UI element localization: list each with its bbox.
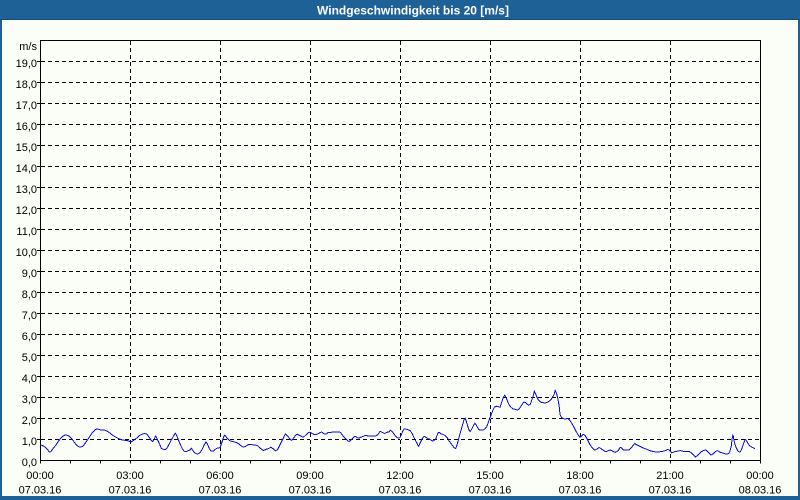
svg-text:m/s: m/s (19, 41, 37, 53)
svg-text:00:00: 00:00 (26, 470, 54, 482)
svg-text:07.03.16: 07.03.16 (469, 485, 512, 497)
svg-text:06:00: 06:00 (206, 470, 234, 482)
svg-text:18:00: 18:00 (566, 470, 594, 482)
svg-text:10,0: 10,0 (16, 247, 37, 259)
svg-text:3,0: 3,0 (22, 394, 37, 406)
svg-text:07.03.16: 07.03.16 (559, 485, 602, 497)
svg-text:07.03.16: 07.03.16 (109, 485, 152, 497)
svg-text:07.03.16: 07.03.16 (199, 485, 242, 497)
svg-text:6,0: 6,0 (22, 331, 37, 343)
svg-text:08.03.16: 08.03.16 (739, 485, 782, 497)
svg-text:07.03.16: 07.03.16 (379, 485, 422, 497)
svg-text:12:00: 12:00 (386, 470, 414, 482)
svg-text:21:00: 21:00 (656, 470, 684, 482)
svg-text:5,0: 5,0 (22, 352, 37, 364)
svg-text:07.03.16: 07.03.16 (289, 485, 332, 497)
svg-text:16,0: 16,0 (16, 121, 37, 133)
svg-text:13,0: 13,0 (16, 184, 37, 196)
svg-text:07.03.16: 07.03.16 (19, 485, 62, 497)
svg-text:Windgeschwindigkeit bis 20 [m/: Windgeschwindigkeit bis 20 [m/s] (317, 4, 509, 18)
svg-text:12,0: 12,0 (16, 205, 37, 217)
svg-text:14,0: 14,0 (16, 163, 37, 175)
svg-text:1,0: 1,0 (22, 436, 37, 448)
svg-text:19,0: 19,0 (16, 58, 37, 70)
svg-text:8,0: 8,0 (22, 289, 37, 301)
svg-text:7,0: 7,0 (22, 310, 37, 322)
svg-text:17,0: 17,0 (16, 100, 37, 112)
svg-text:00:00: 00:00 (746, 470, 774, 482)
svg-text:03:00: 03:00 (116, 470, 144, 482)
svg-text:09:00: 09:00 (296, 470, 324, 482)
svg-text:2,0: 2,0 (22, 415, 37, 427)
svg-text:15:00: 15:00 (476, 470, 504, 482)
svg-text:9,0: 9,0 (22, 268, 37, 280)
svg-text:11,0: 11,0 (16, 226, 37, 238)
svg-text:18,0: 18,0 (16, 79, 37, 91)
svg-text:15,0: 15,0 (16, 142, 37, 154)
svg-text:4,0: 4,0 (22, 373, 37, 385)
svg-text:07.03.16: 07.03.16 (649, 485, 692, 497)
svg-text:0,0: 0,0 (22, 457, 37, 469)
